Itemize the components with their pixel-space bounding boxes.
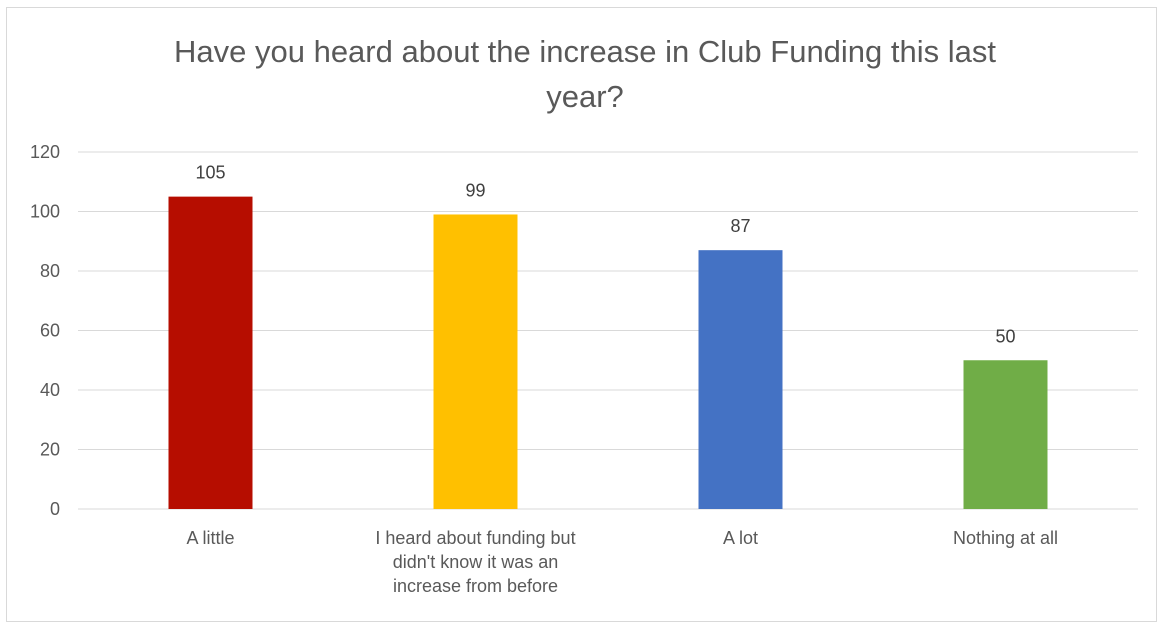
bar bbox=[963, 360, 1048, 509]
grid-lines bbox=[78, 151, 1138, 510]
data-labels: 105 99 87 50 bbox=[195, 163, 1015, 347]
y-axis-ticks: 0 20 40 60 80 100 120 bbox=[30, 142, 60, 519]
chart-title-line: year? bbox=[546, 79, 624, 114]
bar bbox=[168, 196, 253, 509]
y-tick-label: 60 bbox=[40, 321, 60, 341]
category-label: A lot bbox=[723, 528, 758, 548]
y-tick-label: 40 bbox=[40, 380, 60, 400]
data-label: 50 bbox=[995, 326, 1015, 346]
y-tick-label: 20 bbox=[40, 440, 60, 460]
data-label: 99 bbox=[465, 180, 485, 200]
chart-title: Have you heard about the increase in Clu… bbox=[174, 34, 996, 114]
data-label: 105 bbox=[195, 163, 225, 183]
category-label: Nothing at all bbox=[953, 528, 1058, 548]
y-tick-label: 120 bbox=[30, 142, 60, 162]
category-label: I heard about funding but bbox=[375, 528, 575, 548]
y-tick-label: 0 bbox=[50, 499, 60, 519]
y-tick-label: 80 bbox=[40, 261, 60, 281]
bar bbox=[698, 250, 783, 510]
bar bbox=[433, 214, 518, 509]
category-label: A little bbox=[186, 528, 234, 548]
y-tick-label: 100 bbox=[30, 202, 60, 222]
bars bbox=[168, 196, 1048, 510]
category-label: increase from before bbox=[393, 576, 558, 596]
category-label: didn't know it was an bbox=[393, 552, 559, 572]
chart-title-line: Have you heard about the increase in Clu… bbox=[174, 34, 996, 69]
x-axis-categories: A little I heard about funding but didn't … bbox=[186, 528, 1058, 596]
data-label: 87 bbox=[730, 216, 750, 236]
